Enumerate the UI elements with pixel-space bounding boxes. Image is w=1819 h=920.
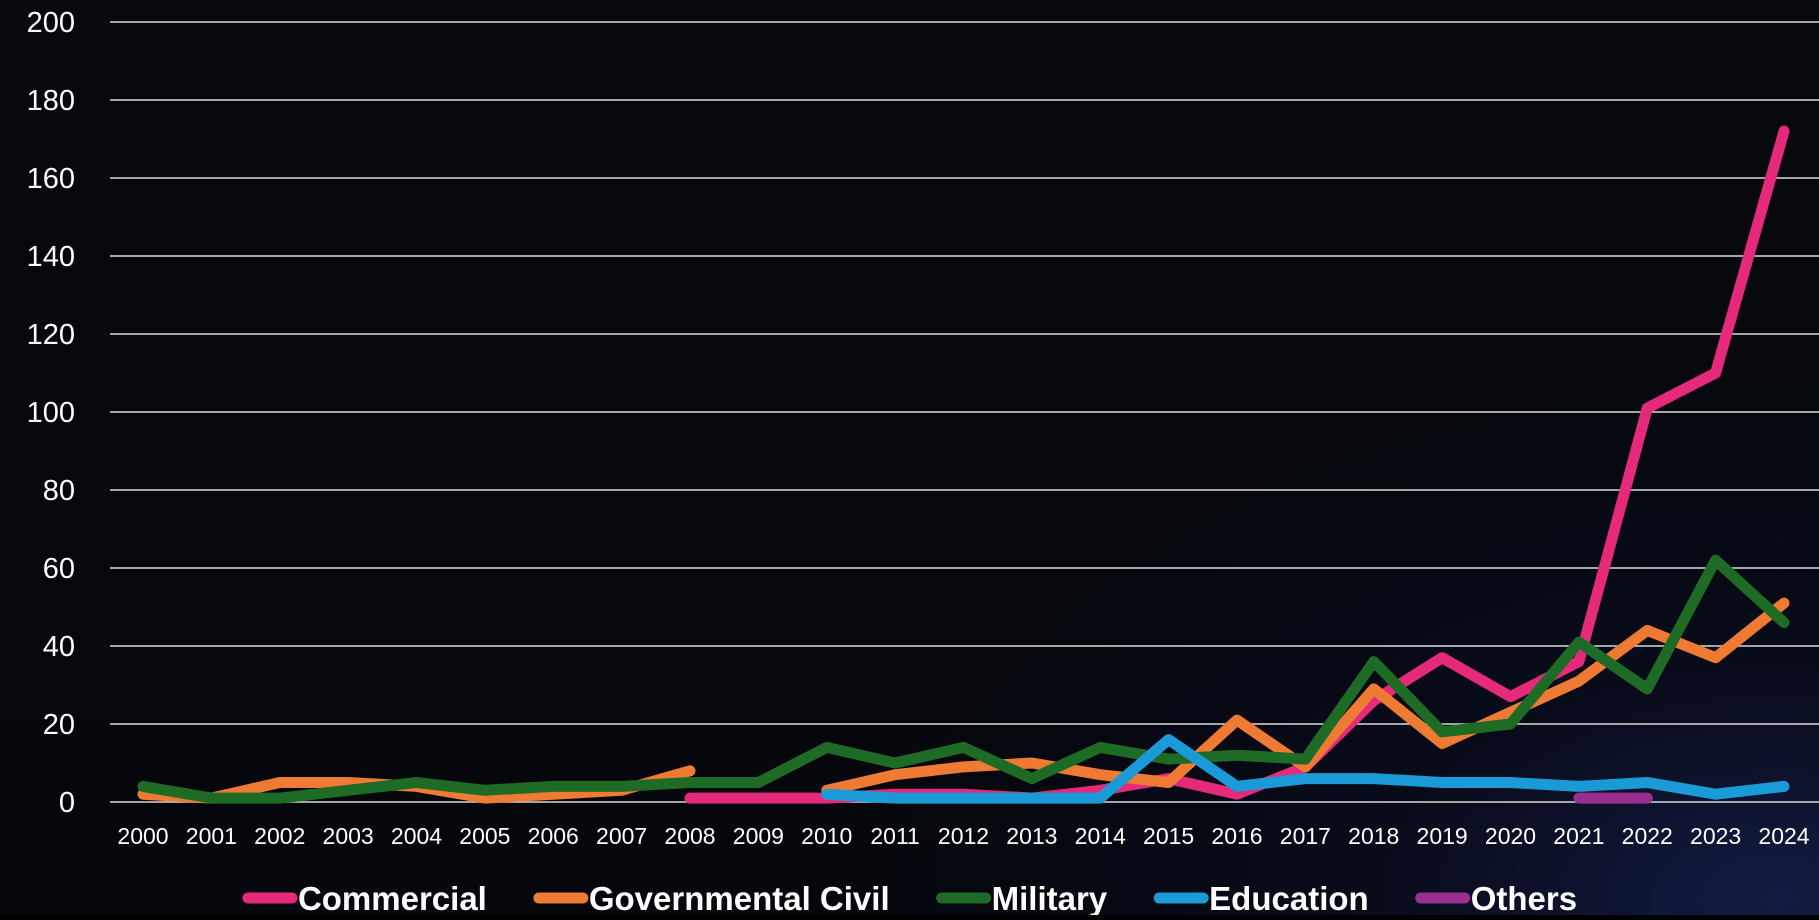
x-tick-label: 2003: [323, 823, 374, 849]
x-tick-label: 2013: [1006, 823, 1057, 849]
legend-item-military: Military: [942, 880, 1108, 915]
x-tick-label: 2017: [1280, 823, 1331, 849]
x-tick-label: 2000: [117, 823, 168, 849]
series-lines: [143, 131, 1784, 798]
series-line-commercial: [690, 131, 1784, 798]
x-tick-label: 2008: [664, 823, 715, 849]
x-tick-label: 2002: [254, 823, 305, 849]
y-tick-label: 60: [43, 553, 75, 585]
x-tick-label: 2015: [1143, 823, 1194, 849]
x-tick-label: 2001: [186, 823, 237, 849]
x-tick-label: 2024: [1758, 823, 1809, 849]
y-tick-label: 100: [27, 397, 75, 429]
x-tick-label: 2016: [1211, 823, 1262, 849]
series-commercial: [690, 131, 1784, 798]
x-tick-label: 2012: [938, 823, 989, 849]
legend-label: Governmental Civil: [589, 880, 890, 915]
x-tick-label: 2019: [1417, 823, 1468, 849]
y-tick-label: 160: [27, 163, 75, 195]
x-axis-tick-labels: 2000 2001 2002 2003 2004 2005 2006 2007 2008 2009…: [117, 823, 1809, 849]
legend-item-education: Education: [1159, 880, 1369, 915]
x-tick-label: 2005: [459, 823, 510, 849]
y-tick-label: 40: [43, 631, 75, 663]
x-tick-label: 2023: [1690, 823, 1741, 849]
y-tick-label: 80: [43, 475, 75, 507]
legend-item-others: Others: [1421, 880, 1577, 915]
y-tick-label: 0: [59, 787, 75, 819]
y-tick-label: 140: [27, 241, 75, 273]
x-tick-label: 2022: [1622, 823, 1673, 849]
x-tick-label: 2014: [1075, 823, 1126, 849]
y-tick-label: 200: [27, 7, 75, 39]
legend-item-commercial: Commercial: [248, 880, 487, 915]
legend-label: Commercial: [298, 880, 487, 915]
x-tick-label: 2007: [596, 823, 647, 849]
series-governmental-civil: [143, 603, 1784, 798]
legend: Commercial Governmental Civil Military Educ…: [248, 880, 1577, 915]
x-tick-label: 2010: [801, 823, 852, 849]
x-tick-label: 2011: [870, 823, 919, 849]
x-tick-label: 2020: [1485, 823, 1536, 849]
y-tick-label: 180: [27, 85, 75, 117]
x-tick-label: 2021: [1553, 823, 1604, 849]
y-tick-label: 20: [43, 709, 75, 741]
legend-label: Others: [1471, 880, 1577, 915]
y-axis-tick-labels: 0 20 40 60 80 100 120 140 160 180 200: [27, 7, 75, 819]
x-tick-label: 2009: [733, 823, 784, 849]
legend-label: Education: [1209, 880, 1369, 915]
y-tick-label: 120: [27, 319, 75, 351]
x-tick-label: 2006: [528, 823, 579, 849]
legend-label: Military: [992, 880, 1108, 915]
legend-item-governmental-civil: Governmental Civil: [539, 880, 890, 915]
x-tick-label: 2018: [1348, 823, 1399, 849]
x-tick-label: 2004: [391, 823, 442, 849]
